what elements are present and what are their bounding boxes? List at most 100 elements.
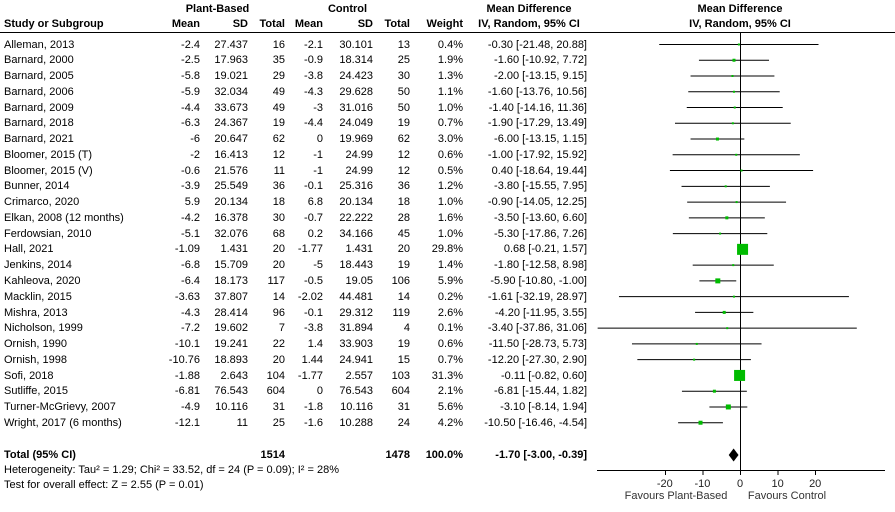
cell-c-mean: -0.7 [304,211,323,224]
cell-pb-mean: -4.9 [181,401,200,414]
study-row: Kahleova, 2020 -6.4 18.173 117 -0.5 19.05 106 5… [0,273,895,289]
study-label: Wright, 2017 (6 months) [4,416,122,429]
x-tick-label: -20 [657,478,673,490]
cell-weight-text: 1.2% [437,180,463,193]
cell-c-mean: -1.6 [304,416,323,429]
cell-c-total: 4 [403,322,410,335]
col-header-md-ci: IV, Random, 95% CI [478,18,580,30]
cell-c-mean: 0 [316,385,323,398]
cell-ci-text: -5.90 [-10.80, -1.00] [490,275,587,287]
study-row: Sofi, 2018 -1.88 2.643 104 -1.77 2.557 103 31.3… [0,368,895,384]
study-row: Barnard, 2006 -5.9 32.034 49 -4.3 29.628 50 1.1… [0,84,895,100]
study-label: Alleman, 2013 [4,38,75,51]
cell-pb-total: 31 [272,401,285,414]
cell-pb-sd: 20.134 [214,196,248,209]
cell-ci-text: -2.00 [-13.15, 9.15] [494,70,587,83]
cell-weight-text: 1.9% [437,54,463,67]
study-label: Barnard, 2018 [4,117,74,130]
cell-c-total: 103 [391,369,410,382]
cell-ci-text: -1.61 [-32.19, 28.97] [487,290,587,303]
study-row: Barnard, 2009 -4.4 33.673 49 -3 31.016 50 1.0% -… [0,100,895,116]
cell-pb-mean: 5.9 [184,196,200,209]
cell-c-mean: -3 [313,101,323,114]
study-row: Hall, 2021 -1.09 1.431 20 -1.77 1.431 20 29.8% 0… [0,241,895,257]
cell-pb-sd: 10.116 [215,401,248,414]
study-label: Elkan, 2008 (12 months) [4,211,124,224]
cell-pb-sd: 37.807 [214,290,248,303]
study-label: Barnard, 2000 [4,54,74,67]
cell-weight-text: 1.4% [437,259,463,272]
cell-ci-text: -6.00 [-13.15, 1.15] [494,133,587,146]
x-tick-label: 20 [809,478,821,490]
cell-c-total: 14 [397,290,410,303]
cell-ci-text: -1.80 [-12.58, 8.98] [494,259,587,272]
effect-marker [693,358,696,361]
cell-pb-total: 68 [272,227,285,240]
cell-weight-text: 0.7% [437,353,463,366]
cell-c-total: 12 [397,148,410,161]
x-tick-label: -10 [694,478,710,490]
cell-pb-sd: 2.643 [220,369,248,382]
cell-pb-total: 25 [272,416,285,429]
cell-weight-text: 4.2% [437,416,463,429]
total-pb-n: 1514 [260,449,285,461]
effect-marker [732,295,735,298]
cell-pb-total: 49 [272,85,285,98]
cell-ci-text: -1.60 [-13.76, 10.56] [487,85,587,98]
cell-pb-mean: -10.1 [174,338,200,351]
cell-c-mean: -1 [313,148,323,161]
cell-pb-sd: 1.431 [220,243,248,256]
cell-c-sd: 2.557 [345,369,373,382]
cell-pb-sd: 20.647 [214,133,248,146]
cell-pb-mean: -10.76 [168,353,200,366]
cell-pb-total: 604 [266,385,285,398]
md-plot-title: Mean Difference [697,3,783,15]
cell-c-total: 25 [397,54,410,67]
study-row: Mishra, 2013 -4.3 28.414 96 -0.1 29.312 119 2.6… [0,305,895,321]
study-label: Barnard, 2009 [4,101,74,114]
cell-weight-text: 0.6% [437,338,463,351]
study-label: Barnard, 2006 [4,85,74,98]
study-row: Sutliffe, 2015 -6.81 76.543 604 0 76.543 604 2.… [0,383,895,399]
study-row: Ornish, 1998 -10.76 18.893 20 1.44 24.941 15 0.… [0,352,895,368]
cell-c-mean: 1.4 [307,338,323,351]
cell-pb-mean: -6.4 [181,275,200,287]
cell-ci-text: -12.20 [-27.30, 2.90] [487,353,587,366]
md-column-title: Mean Difference [486,3,572,15]
cell-pb-total: 12 [272,148,285,161]
cell-pb-total: 20 [272,259,285,272]
cell-pb-sd: 32.034 [214,85,248,98]
cell-pb-total: 14 [272,290,285,303]
cell-pb-total: 19 [272,117,285,130]
total-diamond [728,448,739,462]
cell-ci-text: 0.40 [-18.64, 19.44] [491,164,587,177]
effect-marker [735,153,738,156]
cell-weight-text: 5.9% [437,275,463,287]
cell-ci-text: -1.90 [-17.29, 13.49] [487,117,587,130]
cell-weight-text: 31.3% [431,369,463,382]
study-label: Ferdowsian, 2010 [4,227,92,240]
cell-c-sd: 76.543 [339,385,373,398]
cell-pb-mean: -4.3 [181,306,200,319]
cell-pb-total: 22 [272,338,285,351]
cell-c-mean: -3.8 [304,70,323,83]
cell-pb-mean: -6.3 [181,117,200,130]
favours-left-label: Favours Plant-Based [624,490,728,502]
cell-c-sd: 25.316 [339,180,373,193]
group-header-plant-based: Plant-Based [185,3,250,15]
cell-weight-text: 3.0% [437,133,463,146]
effect-marker [695,342,698,345]
cell-pb-total: 16 [272,38,285,51]
effect-marker [737,43,740,46]
study-label: Bunner, 2014 [4,180,70,193]
cell-pb-sd: 16.413 [214,148,248,161]
study-label: Nicholson, 1999 [4,322,83,335]
cell-weight-text: 29.8% [431,243,463,256]
col-header-pb-total: Total [259,18,285,30]
cell-c-mean: -4.3 [304,85,323,98]
x-tick-label: 10 [771,478,783,490]
group-header-control: Control [327,3,368,15]
effect-marker [724,185,727,188]
cell-pb-sd: 19.021 [214,70,248,83]
effect-marker [740,169,743,172]
